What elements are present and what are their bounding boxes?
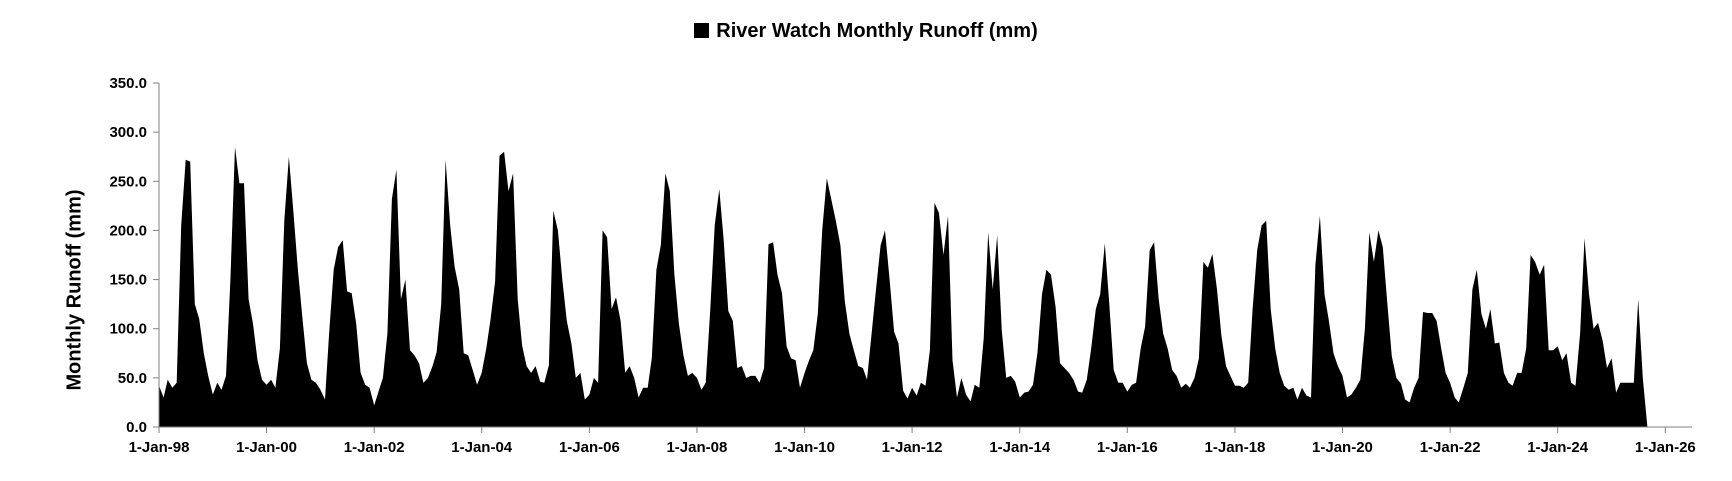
y-tick-label: 250.0 xyxy=(109,173,147,190)
x-tick-label: 1-Jan-12 xyxy=(882,439,943,456)
x-tick-label: 1-Jan-14 xyxy=(989,439,1051,456)
x-tick-label: 1-Jan-20 xyxy=(1312,439,1373,456)
area-series-0 xyxy=(159,146,1648,427)
y-tick-label: 150.0 xyxy=(109,272,147,289)
x-tick-label: 1-Jan-18 xyxy=(1205,439,1266,456)
x-tick-label: 1-Jan-08 xyxy=(666,439,727,456)
x-tick-label: 1-Jan-16 xyxy=(1097,439,1158,456)
x-tick-label: 1-Jan-24 xyxy=(1527,439,1589,456)
x-tick-label: 1-Jan-02 xyxy=(344,439,405,456)
y-tick-label: 350.0 xyxy=(109,75,147,92)
y-tick-label: 0.0 xyxy=(126,419,147,436)
x-tick-label: 1-Jan-06 xyxy=(559,439,620,456)
x-tick-label: 1-Jan-98 xyxy=(129,439,190,456)
x-tick-label: 1-Jan-22 xyxy=(1420,439,1481,456)
y-tick-label: 200.0 xyxy=(109,222,147,239)
legend: River Watch Monthly Runoff (mm) xyxy=(0,20,1732,43)
legend-label: River Watch Monthly Runoff (mm) xyxy=(716,20,1038,42)
y-tick-label: 300.0 xyxy=(109,124,147,141)
y-tick-label: 50.0 xyxy=(118,370,147,387)
x-tick-label: 1-Jan-10 xyxy=(774,439,835,456)
y-tick-label: 100.0 xyxy=(109,321,147,338)
x-tick-label: 1-Jan-26 xyxy=(1635,439,1696,456)
x-tick-label: 1-Jan-00 xyxy=(236,439,297,456)
x-tick-label: 1-Jan-04 xyxy=(451,439,513,456)
legend-swatch xyxy=(694,23,710,38)
